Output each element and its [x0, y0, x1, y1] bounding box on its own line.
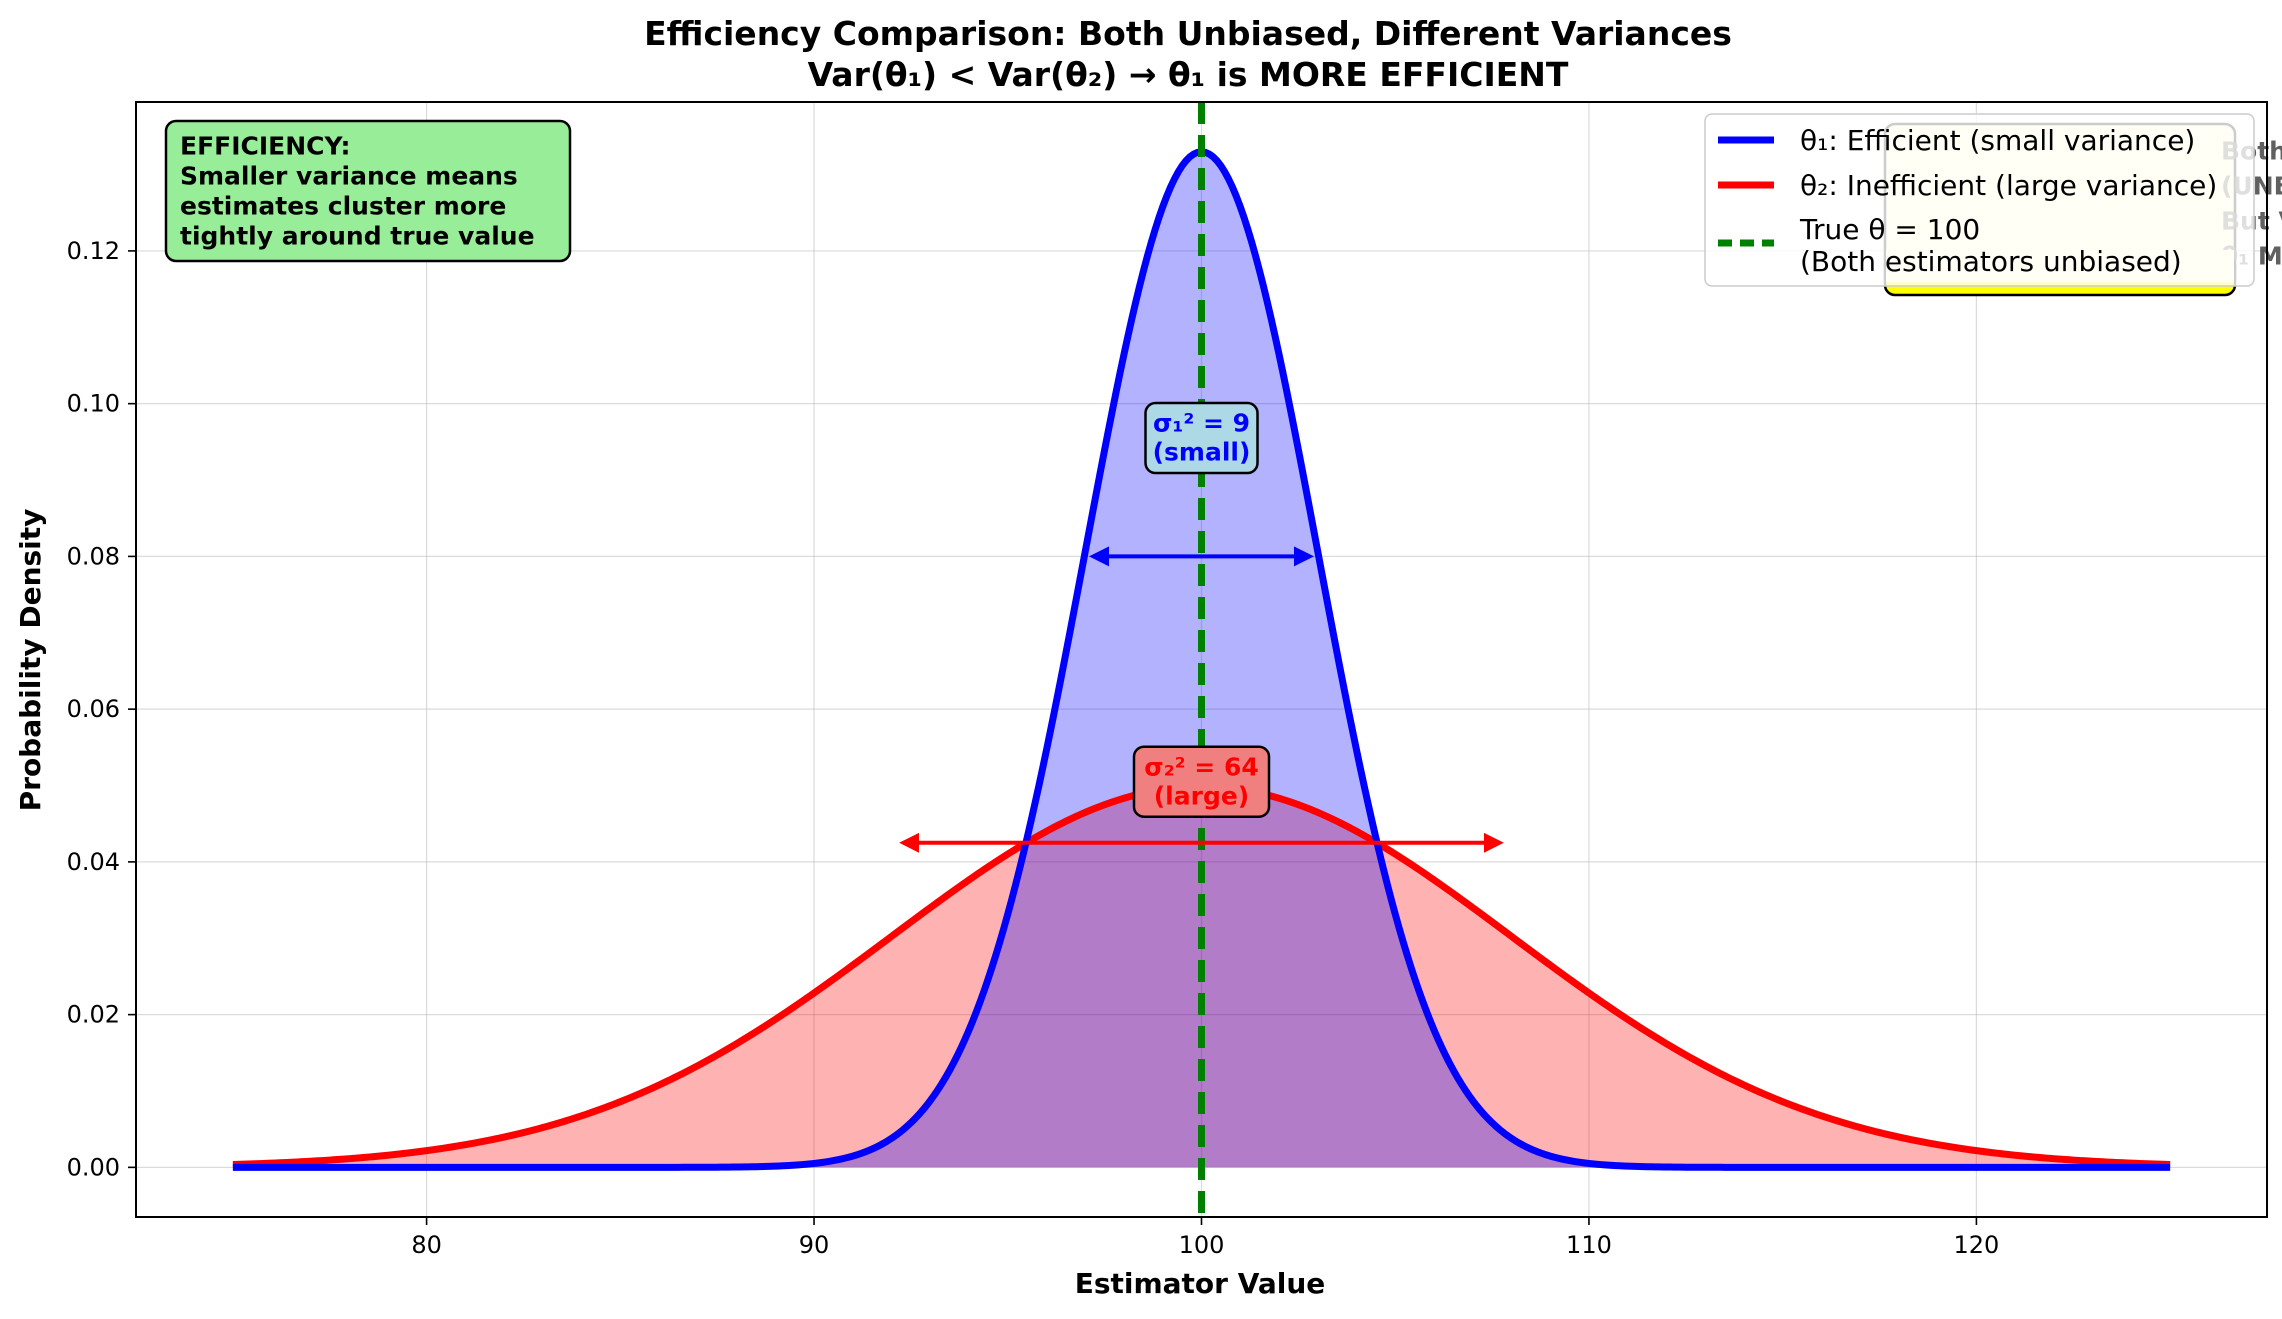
- y-tick-label: 0.10: [67, 390, 120, 418]
- legend-theta1-label: θ₁: Efficient (small variance): [1800, 124, 2195, 157]
- x-tick-label: 80: [411, 1231, 442, 1259]
- x-tick-label: 120: [1954, 1231, 2000, 1259]
- x-tick-label: 110: [1566, 1231, 1612, 1259]
- x-axis-title: Estimator Value: [1075, 1267, 1326, 1300]
- legend-true-value-label: True θ = 100: [1799, 213, 1980, 246]
- chart-subtitle: Var(θ₁) < Var(θ₂) → θ₁ is MORE EFFICIENT: [808, 55, 1569, 94]
- y-tick-label: 0.00: [67, 1153, 120, 1181]
- variance-arrows: [899, 546, 1504, 853]
- y-tick-label: 0.02: [67, 1001, 120, 1029]
- efficiency-box-bg: [164, 119, 572, 263]
- legend-true-value-label: (Both estimators unbiased): [1800, 245, 2182, 278]
- theta1-fill: [232, 151, 2171, 1168]
- y-tick-label: 0.12: [67, 237, 120, 265]
- y-tick-label: 0.04: [67, 848, 120, 876]
- var1-label: σ₁² = 9(small): [1144, 401, 1259, 475]
- legend-theta2-label: θ₂: Inefficient (large variance): [1800, 169, 2217, 202]
- efficiency-box-line: Smaller variance means: [180, 161, 518, 190]
- x-tick-label: 100: [1179, 1231, 1225, 1259]
- y-tick-label: 0.08: [67, 542, 120, 570]
- var2-label-bg: [1132, 745, 1271, 818]
- var1-label-line: σ₁² = 9: [1153, 409, 1250, 438]
- var2-label: σ₂² = 64(large): [1132, 745, 1271, 818]
- chart-title: Efficiency Comparison: Both Unbiased, Di…: [644, 14, 1732, 53]
- efficiency-box-line: tightly around true value: [180, 221, 535, 250]
- efficiency-box-line: EFFICIENCY:: [180, 131, 350, 160]
- axes: 80 90 100 110 120 0.00 0.02 0.04 0.06 0.08 0.10 0.1…: [67, 101, 2268, 1259]
- var2-label-line: σ₂² = 64: [1144, 752, 1259, 781]
- y-axis-title: Probability Density: [14, 509, 47, 812]
- legend-frame: [1704, 113, 2255, 287]
- y-tick-label: 0.06: [67, 695, 120, 723]
- var1-label-line: (small): [1153, 438, 1251, 467]
- efficiency-box-line: estimates cluster more: [180, 191, 506, 220]
- var2-label-line: (large): [1154, 781, 1249, 810]
- var1-label-bg: [1144, 401, 1259, 475]
- x-tick-label: 90: [799, 1231, 830, 1259]
- legend: θ₁: Efficient (small variance) θ₂: Ineffi…: [1704, 113, 2255, 287]
- efficiency-box: EFFICIENCY:Smaller variance meansestimat…: [164, 119, 572, 263]
